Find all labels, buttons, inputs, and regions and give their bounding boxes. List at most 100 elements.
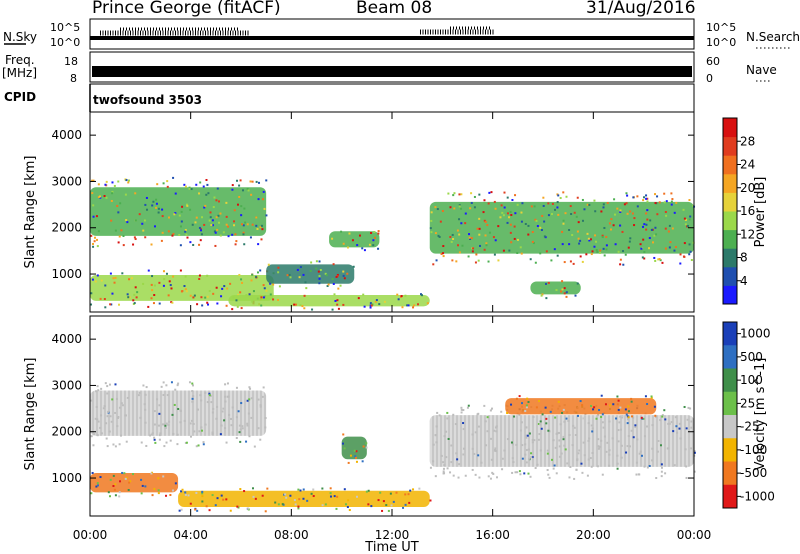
scatter-cell — [510, 441, 513, 444]
scatter-cell — [240, 307, 243, 310]
scatter-cell — [214, 231, 217, 234]
scatter-cell — [103, 298, 106, 301]
scatter-cell — [216, 187, 219, 190]
colorbar-segment — [723, 248, 737, 268]
scatter-cell — [226, 395, 229, 398]
scatter-cell — [353, 449, 356, 452]
scatter-cell — [532, 416, 535, 419]
scatter-cell — [499, 216, 502, 219]
scatter-cell — [343, 277, 346, 280]
scatter-cell — [475, 253, 478, 256]
scatter-cell — [219, 212, 222, 215]
scatter-cell — [643, 465, 646, 468]
colorbar-segment — [723, 461, 737, 486]
scatter-cell — [559, 197, 562, 200]
scatter-cell — [581, 198, 584, 201]
scatter-cell — [576, 282, 579, 285]
scatter-cell — [199, 394, 202, 397]
scatter-cell — [152, 302, 155, 305]
scatter-cell — [205, 178, 208, 181]
scatter-cell — [207, 192, 210, 195]
scatter-cell — [608, 449, 611, 452]
scatter-cell — [217, 214, 220, 217]
scatter-cell — [100, 279, 103, 282]
scatter-cell — [110, 303, 113, 306]
scatter-cell — [153, 438, 156, 441]
scatter-cell — [216, 405, 219, 408]
scatter-cell — [312, 488, 315, 491]
scatter-cell — [601, 473, 604, 476]
scatter-cell — [518, 470, 521, 473]
scatter-cell — [651, 459, 654, 462]
scatter-cell — [628, 240, 631, 243]
scatter-cell — [438, 235, 441, 238]
scatter-cell — [229, 509, 232, 512]
scatter-cell — [404, 294, 407, 297]
scatter-cell — [325, 274, 328, 277]
scatter-cell — [635, 461, 638, 464]
scatter-cell — [284, 493, 287, 496]
scatter-cell — [255, 216, 258, 219]
scatter-cell — [587, 439, 590, 442]
scatter-cell — [452, 474, 455, 477]
scatter-cell — [556, 206, 559, 209]
scatter-cell — [478, 476, 481, 479]
scatter-cell — [671, 227, 674, 230]
scatter-cell — [186, 204, 189, 207]
scatter-cell — [356, 244, 359, 247]
scatter-cell — [626, 445, 629, 448]
scatter-cell — [174, 212, 177, 215]
scatter-cell — [367, 489, 370, 492]
scatter-cell — [134, 219, 137, 222]
scatter-cell — [246, 223, 249, 226]
x-tick-label: 08:00 — [274, 528, 309, 542]
scatter-cell — [375, 299, 378, 302]
scatter-cell — [609, 228, 612, 231]
scatter-cell — [510, 213, 513, 216]
scatter-cell — [144, 485, 147, 488]
scatter-cell — [96, 418, 99, 421]
scatter-cell — [598, 409, 601, 412]
scatter-cell — [523, 472, 526, 475]
scatter-cell — [547, 281, 550, 284]
scatter-cell — [111, 192, 114, 195]
scatter-cell — [440, 252, 443, 255]
scatter-cell — [654, 193, 657, 196]
scatter-cell — [663, 192, 666, 195]
scatter-cell — [248, 293, 251, 296]
scatter-cell — [514, 471, 517, 474]
scatter-cell — [111, 181, 114, 184]
scatter-cell — [133, 236, 136, 239]
scatter-cell — [157, 424, 160, 427]
scatter-cell — [661, 414, 664, 417]
scatter-cell — [195, 491, 198, 494]
scatter-cell — [178, 509, 181, 512]
scatter-cell — [235, 299, 238, 302]
scatter-cell — [554, 208, 557, 211]
scatter-cell — [685, 476, 688, 479]
scatter-cell — [429, 466, 432, 469]
scatter-cell — [616, 207, 619, 210]
scatter-cell — [609, 404, 612, 407]
colorbar-segment — [723, 391, 737, 416]
scatter-cell — [527, 233, 530, 236]
scatter-cell — [144, 408, 147, 411]
scatter-cell — [511, 457, 514, 460]
scatter-cell — [150, 433, 153, 436]
scatter-cell — [543, 235, 546, 238]
scatter-cell — [172, 176, 175, 179]
scatter-cell — [223, 419, 226, 422]
scatter-cell — [573, 477, 576, 480]
scatter-cell — [238, 431, 241, 434]
scatter-cell — [631, 212, 634, 215]
freq-tick-low: 8 — [70, 72, 77, 85]
scatter-cell — [525, 461, 528, 464]
scatter-cell — [362, 293, 365, 296]
nsky-strip — [89, 18, 695, 50]
scatter-cell — [370, 231, 373, 234]
scatter-cell — [567, 419, 570, 422]
scatter-cell — [363, 305, 366, 308]
scatter-cell — [250, 416, 253, 419]
scatter-cell — [412, 488, 415, 491]
colorbar-tick-label: 12 — [740, 227, 755, 241]
